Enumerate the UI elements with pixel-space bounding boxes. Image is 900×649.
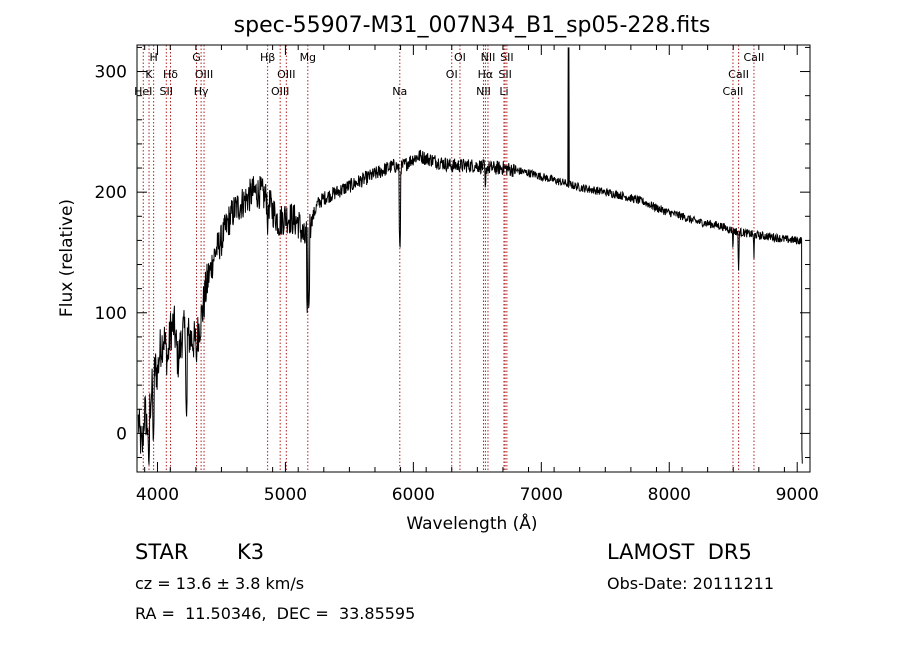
line-marker-label: Na bbox=[392, 85, 407, 98]
line-marker-label: SII bbox=[498, 68, 511, 81]
line-marker-label: Mg bbox=[300, 51, 316, 64]
y-tick-label: 100 bbox=[95, 304, 127, 324]
line-marker-label: OIII bbox=[195, 68, 213, 81]
object-class: STAR bbox=[135, 540, 189, 564]
ra-dec: RA = 11.50346, DEC = 33.85595 bbox=[135, 604, 416, 623]
spectrum-line bbox=[137, 47, 803, 465]
line-marker-label: CaII bbox=[728, 68, 749, 81]
x-axis-label: Wavelength (Å) bbox=[406, 512, 537, 534]
y-tick-label: 0 bbox=[116, 424, 127, 444]
line-marker-label: OIII bbox=[277, 68, 295, 81]
x-tick-label: 7000 bbox=[520, 485, 563, 505]
line-marker-label: OI bbox=[454, 51, 466, 64]
line-marker-label: G bbox=[192, 51, 201, 64]
line-marker-label: CaII bbox=[743, 51, 764, 64]
line-marker-label: CaII bbox=[723, 85, 744, 98]
line-marker-label: K bbox=[145, 68, 153, 81]
x-tick-label: 4000 bbox=[136, 485, 179, 505]
line-marker-label: Hα bbox=[478, 68, 494, 81]
survey-name: LAMOST DR5 bbox=[607, 540, 752, 564]
line-marker-label: SII bbox=[160, 85, 173, 98]
line-marker-label: SII bbox=[500, 51, 513, 64]
y-axis-label: Flux (relative) bbox=[57, 199, 77, 317]
line-marker-label: NII bbox=[476, 85, 491, 98]
line-marker-label: H bbox=[149, 51, 157, 64]
object-subclass: K3 bbox=[237, 540, 265, 564]
line-marker-label: Hβ bbox=[260, 51, 275, 64]
plot-frame bbox=[136, 44, 811, 473]
chart-title: spec-55907-M31_007N34_B1_sp05-228.fits bbox=[234, 13, 711, 38]
line-marker-label: Hγ bbox=[194, 85, 209, 98]
y-tick-label: 300 bbox=[95, 63, 127, 83]
x-tick-label: 8000 bbox=[648, 485, 691, 505]
line-marker-label: Hδ bbox=[163, 68, 178, 81]
y-tick-label: 200 bbox=[95, 183, 127, 203]
x-tick-label: 6000 bbox=[392, 485, 435, 505]
line-marker-label: Li bbox=[499, 85, 508, 98]
obs-date: Obs-Date: 20111211 bbox=[607, 574, 775, 593]
x-tick-label: 5000 bbox=[264, 485, 307, 505]
x-tick-label: 9000 bbox=[776, 485, 819, 505]
line-marker-label: HeI bbox=[134, 85, 152, 98]
line-marker-label: OI bbox=[446, 68, 458, 81]
line-marker-label: OIII bbox=[271, 85, 289, 98]
axis-ticks: 4000 5000 6000 7000 8000 9000 0 100 200 300 bbox=[95, 45, 819, 505]
line-marker-label: NII bbox=[481, 51, 496, 64]
line-markers: HKHeIHδSIIGOIIIHγHβOIIIOIIIMgNaOIOINIIHα… bbox=[134, 45, 764, 472]
redshift-value: cz = 13.6 ± 3.8 km/s bbox=[135, 574, 305, 593]
